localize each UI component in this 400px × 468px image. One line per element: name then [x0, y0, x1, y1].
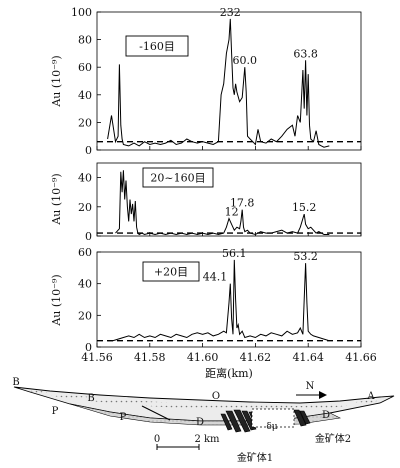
y-tick-label: 60 — [78, 61, 92, 74]
panel-3-legend-text: +20目 — [154, 266, 188, 279]
y-tick-label: 100 — [71, 6, 92, 19]
peak-label: 12 — [225, 206, 239, 219]
y-tick-label: 60 — [78, 246, 92, 259]
panel-1-frame — [96, 11, 362, 151]
panel-2-legend-text: 20~160目 — [150, 172, 205, 185]
panel-1-peak-labels: 232 60.0 63.8 — [220, 6, 318, 67]
y-tick-label: 0 — [85, 341, 92, 354]
orebody-1-label: 金矿体1 — [237, 451, 273, 464]
section-label-o: O — [212, 391, 220, 402]
peak-label: 63.8 — [293, 47, 318, 60]
panel-1-y-ticks: 0 20 40 60 80 100 — [71, 6, 101, 157]
section-dotted-band — [20, 388, 380, 411]
panel-3-y-axis-label: Au (10⁻⁹) — [50, 274, 63, 326]
section-lower-unit — [69, 403, 341, 426]
cross-section: N B B P P O D D δμ A 0 2 km 金矿体1 金矿体2 — [12, 377, 395, 464]
peak-label: 17.8 — [230, 197, 255, 210]
section-label-d-left: D — [196, 417, 204, 428]
orebody-2-veins — [293, 409, 311, 427]
peak-label: 56.1 — [222, 247, 247, 260]
x-tick-label: 41.66 — [345, 351, 377, 364]
panel-1: 232 60.0 63.8 0 20 40 60 80 100 Au (10⁻⁹… — [50, 6, 362, 157]
scale-bar-label-end: 2 km — [194, 434, 220, 445]
ore-vein — [299, 410, 311, 425]
section-label-d-right: D — [322, 410, 330, 421]
panel-2-frame — [96, 162, 362, 237]
panel-1-y-axis-label: Au (10⁻⁹) — [50, 55, 63, 107]
panel-1-legend-text: -160目 — [139, 40, 175, 53]
panel-1-series-line — [107, 18, 330, 148]
panel-3-frame — [96, 251, 362, 348]
y-tick-label: 40 — [78, 172, 92, 185]
panel-2-series-line — [115, 170, 330, 236]
ore-vein — [293, 409, 307, 427]
section-label-p-mid: P — [120, 412, 127, 423]
y-tick-label: 80 — [78, 34, 92, 47]
panel-2: 12 17.8 15.2 0 20 40 Au (10⁻⁹) 20~160目 — [50, 162, 362, 243]
section-label-b-mid: B — [87, 393, 94, 404]
panel-3-legend-box — [142, 261, 200, 282]
panel-3-series-line — [107, 259, 330, 342]
north-label: N — [306, 381, 315, 392]
ore-vein — [220, 413, 233, 431]
peak-label: 53.2 — [293, 250, 318, 263]
y-tick-label: 0 — [85, 230, 92, 243]
panel-2-y-ticks: 0 20 40 — [78, 172, 101, 243]
scale-bar: 0 2 km — [154, 434, 220, 450]
ore-vein — [225, 410, 242, 433]
x-tick-label: 41.58 — [134, 351, 166, 364]
x-axis-label: 距离(km) — [205, 366, 253, 380]
panel-2-legend-box — [142, 167, 214, 188]
x-tick-label: 41.64 — [292, 351, 324, 364]
x-tick-label: 41.62 — [240, 351, 272, 364]
peak-label: 60.0 — [233, 54, 258, 67]
panel-3: 44.1 56.1 53.2 0 20 40 60 Au (10⁻⁹) +20目 — [50, 246, 362, 354]
panel-2-y-axis-label: Au (10⁻⁹) — [50, 173, 63, 225]
panel-3-peak-labels: 44.1 56.1 53.2 — [203, 247, 318, 284]
section-label-p-left: P — [52, 406, 59, 417]
x-axis-ticks: 41.56 41.58 41.60 41.62 41.64 41.66 — [81, 146, 377, 364]
north-arrow-head — [319, 391, 327, 399]
peak-label: 232 — [220, 6, 241, 19]
panel-2-peak-labels: 12 17.8 15.2 — [225, 197, 317, 219]
y-tick-label: 40 — [78, 89, 92, 102]
panel-3-y-ticks: 0 20 40 60 — [78, 246, 101, 354]
y-tick-label: 0 — [85, 144, 92, 157]
north-arrow: N — [296, 381, 327, 399]
ore-vein — [233, 409, 251, 433]
intrusion-body — [251, 408, 295, 428]
y-tick-label: 20 — [78, 309, 92, 322]
orebody-2-label: 金矿体2 — [315, 432, 351, 445]
x-tick-label: 41.56 — [81, 351, 113, 364]
section-label-b-left: B — [12, 377, 19, 388]
y-tick-label: 40 — [78, 278, 92, 291]
peak-label: 44.1 — [203, 271, 228, 284]
section-label-intrusion: δμ — [266, 422, 277, 432]
panel-1-legend-box — [125, 35, 189, 57]
x-tick-label: 41.60 — [187, 351, 219, 364]
section-label-a: A — [366, 391, 375, 402]
y-tick-label: 20 — [78, 116, 92, 129]
section-fault — [141, 405, 171, 421]
scale-bar-label-start: 0 — [154, 434, 160, 445]
y-tick-label: 20 — [78, 201, 92, 214]
peak-label: 15.2 — [292, 201, 317, 214]
